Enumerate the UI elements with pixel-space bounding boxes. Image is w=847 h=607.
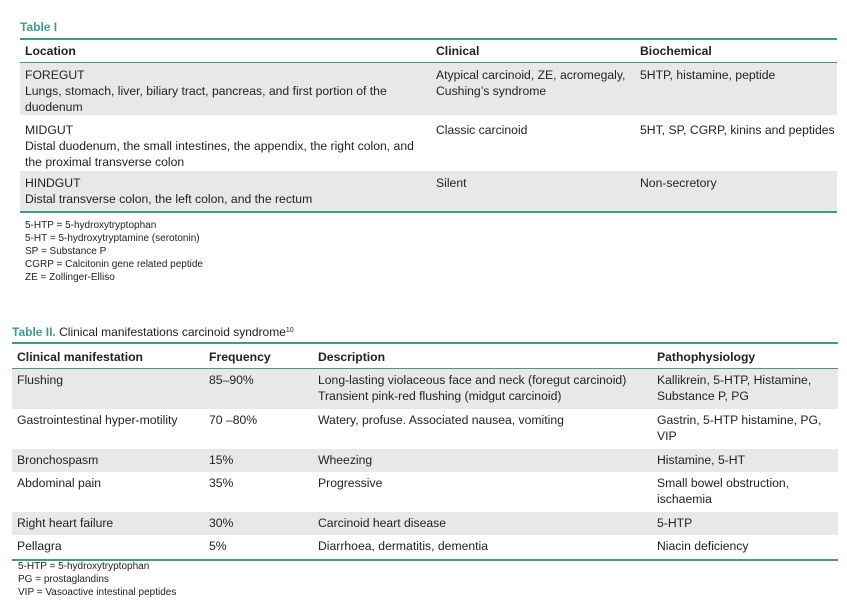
- header-pathophysiology: Pathophysiology: [657, 350, 756, 364]
- pathophysiology-cell: Kallikrein, 5-HTP, Histamine, Substance …: [657, 372, 811, 404]
- table-row: Bronchospasm 15% Wheezing Histamine, 5-H…: [12, 449, 838, 472]
- table-1-top-rule: [20, 38, 837, 40]
- table-2-top-rule: [12, 342, 838, 344]
- pathophysiology-cell: Gastrin, 5-HTP histamine, PG, VIP: [657, 412, 821, 444]
- manifestation-cell: Flushing: [17, 373, 64, 387]
- manifestation-cell: Pellagra: [17, 539, 62, 553]
- manifestation-cell: Gastrointestinal hyper-motility: [17, 413, 178, 427]
- frequency-cell: 15%: [209, 453, 234, 467]
- table-1-title: Table I: [20, 20, 58, 34]
- footnote: PG = prostaglandins: [18, 574, 109, 585]
- footnote: VIP = Vasoactive intestinal peptides: [18, 587, 177, 598]
- frequency-cell: 35%: [209, 476, 234, 490]
- table-2-bottom-rule: [12, 559, 838, 561]
- clinical-cell: Atypical carcinoid, ZE, acromegaly, Cush…: [436, 67, 625, 99]
- table-1: Table I Location Clinical Biochemical FO…: [20, 16, 837, 213]
- pathophysiology-line: ischaemia: [657, 492, 712, 506]
- biochemical-cell: Non-secretory: [640, 176, 717, 190]
- table-1-header-row: Location Clinical Biochemical: [20, 40, 837, 62]
- location-name: FOREGUT: [25, 68, 85, 82]
- description-line: Long-lasting violaceous face and neck (f…: [318, 373, 627, 387]
- manifestation-cell: Bronchospasm: [17, 453, 99, 467]
- biochemical-cell: 5HTP, histamine, peptide: [640, 68, 776, 82]
- table-row: HINDGUT Distal transverse colon, the lef…: [20, 171, 837, 211]
- pathophysiology-cell: Niacin deficiency: [657, 539, 749, 553]
- pathophysiology-cell: Small bowel obstruction, ischaemia: [657, 475, 789, 507]
- pathophysiology-cell: Histamine, 5-HT: [657, 453, 746, 467]
- description-cell: Progressive: [318, 476, 383, 490]
- description-cell: Long-lasting violaceous face and neck (f…: [318, 372, 626, 404]
- pathophysiology-line: VIP: [657, 429, 677, 443]
- description-cell: Carcinoid heart disease: [318, 516, 447, 530]
- table-row: Gastrointestinal hyper-motility 70 –80% …: [12, 409, 838, 449]
- location-cell: MIDGUT Distal duodenum, the small intest…: [25, 122, 414, 170]
- location-line: the proximal transverse colon: [25, 155, 185, 169]
- description-line: Transient pink-red flushing (midgut carc…: [318, 389, 562, 403]
- table-2-reference: 10: [285, 327, 294, 334]
- location-line: duodenum: [25, 100, 83, 114]
- table-2-title: Table II. Clinical manifestations carcin…: [12, 320, 838, 342]
- table-row: Abdominal pain 35% Progressive Small bow…: [12, 472, 838, 512]
- footnote: CGRP = Calcitonin gene related peptide: [25, 259, 203, 270]
- pathophysiology-line: Substance P, PG: [657, 389, 749, 403]
- frequency-cell: 5%: [209, 539, 227, 553]
- location-name: HINDGUT: [25, 176, 81, 190]
- table-row: FOREGUT Lungs, stomach, liver, biliary t…: [20, 63, 837, 115]
- description-cell: Wheezing: [318, 453, 373, 467]
- header-frequency: Frequency: [209, 350, 271, 364]
- table-2-caption: Clinical manifestations carcinoid syndro…: [55, 325, 286, 339]
- table-1-bottom-rule: [20, 211, 837, 213]
- biochemical-cell: 5HT, SP, CGRP, kinins and peptides: [640, 123, 835, 137]
- table-row: Flushing 85–90% Long-lasting violaceous …: [12, 369, 838, 409]
- location-line: Lungs, stomach, liver, biliary tract, pa…: [25, 84, 387, 98]
- header-manifestation: Clinical manifestation: [17, 350, 143, 364]
- footnote: SP = Substance P: [25, 246, 107, 257]
- table-2-header-row: Clinical manifestation Frequency Descrip…: [12, 344, 838, 368]
- footnote: 5-HTP = 5-hydroxytryptophan: [25, 220, 157, 231]
- table-2-footnotes: 5-HTP = 5-hydroxytryptophan PG = prostag…: [18, 560, 176, 599]
- table-1-footnotes: 5-HTP = 5-hydroxytryptophan 5-HT = 5-hyd…: [25, 219, 203, 284]
- header-biochemical: Biochemical: [640, 44, 712, 58]
- frequency-cell: 70 –80%: [209, 413, 258, 427]
- location-cell: HINDGUT Distal transverse colon, the lef…: [25, 175, 312, 207]
- clinical-line: Cushing’s syndrome: [436, 84, 547, 98]
- header-description: Description: [318, 350, 386, 364]
- header-location: Location: [25, 44, 76, 58]
- location-line: Distal transverse colon, the left colon,…: [25, 192, 313, 206]
- table-row: MIDGUT Distal duodenum, the small intest…: [20, 115, 837, 171]
- description-cell: Diarrhoea, dermatitis, dementia: [318, 539, 489, 553]
- description-cell: Watery, profuse. Associated nausea, vomi…: [318, 413, 564, 427]
- footnote: 5-HT = 5-hydroxytryptamine (serotonin): [25, 233, 200, 244]
- clinical-cell: Silent: [436, 176, 467, 190]
- pathophysiology-line: Kallikrein, 5-HTP, Histamine,: [657, 373, 812, 387]
- header-clinical: Clinical: [436, 44, 480, 58]
- clinical-line: Atypical carcinoid, ZE, acromegaly,: [436, 68, 626, 82]
- table-2-header-rule: [12, 368, 838, 369]
- location-cell: FOREGUT Lungs, stomach, liver, biliary t…: [25, 67, 387, 115]
- table-2: Table II. Clinical manifestations carcin…: [12, 320, 838, 561]
- location-name: MIDGUT: [25, 123, 74, 137]
- manifestation-cell: Right heart failure: [17, 516, 114, 530]
- table-1-header-rule: [20, 62, 837, 63]
- pathophysiology-line: Gastrin, 5-HTP histamine, PG,: [657, 413, 822, 427]
- footnote: 5-HTP = 5-hydroxytryptophan: [18, 561, 150, 572]
- frequency-cell: 30%: [209, 516, 234, 530]
- clinical-cell: Classic carcinoid: [436, 123, 528, 137]
- table-2-label: Table II.: [12, 325, 56, 339]
- table-row: Right heart failure 30% Carcinoid heart …: [12, 512, 838, 535]
- pathophysiology-cell: 5-HTP: [657, 516, 693, 530]
- frequency-cell: 85–90%: [209, 373, 254, 387]
- location-line: Distal duodenum, the small intestines, t…: [25, 139, 414, 153]
- manifestation-cell: Abdominal pain: [17, 476, 102, 490]
- pathophysiology-line: Small bowel obstruction,: [657, 476, 790, 490]
- table-row: Pellagra 5% Diarrhoea, dermatitis, demen…: [12, 535, 838, 559]
- footnote: ZE = Zollinger-Elliso: [25, 272, 115, 283]
